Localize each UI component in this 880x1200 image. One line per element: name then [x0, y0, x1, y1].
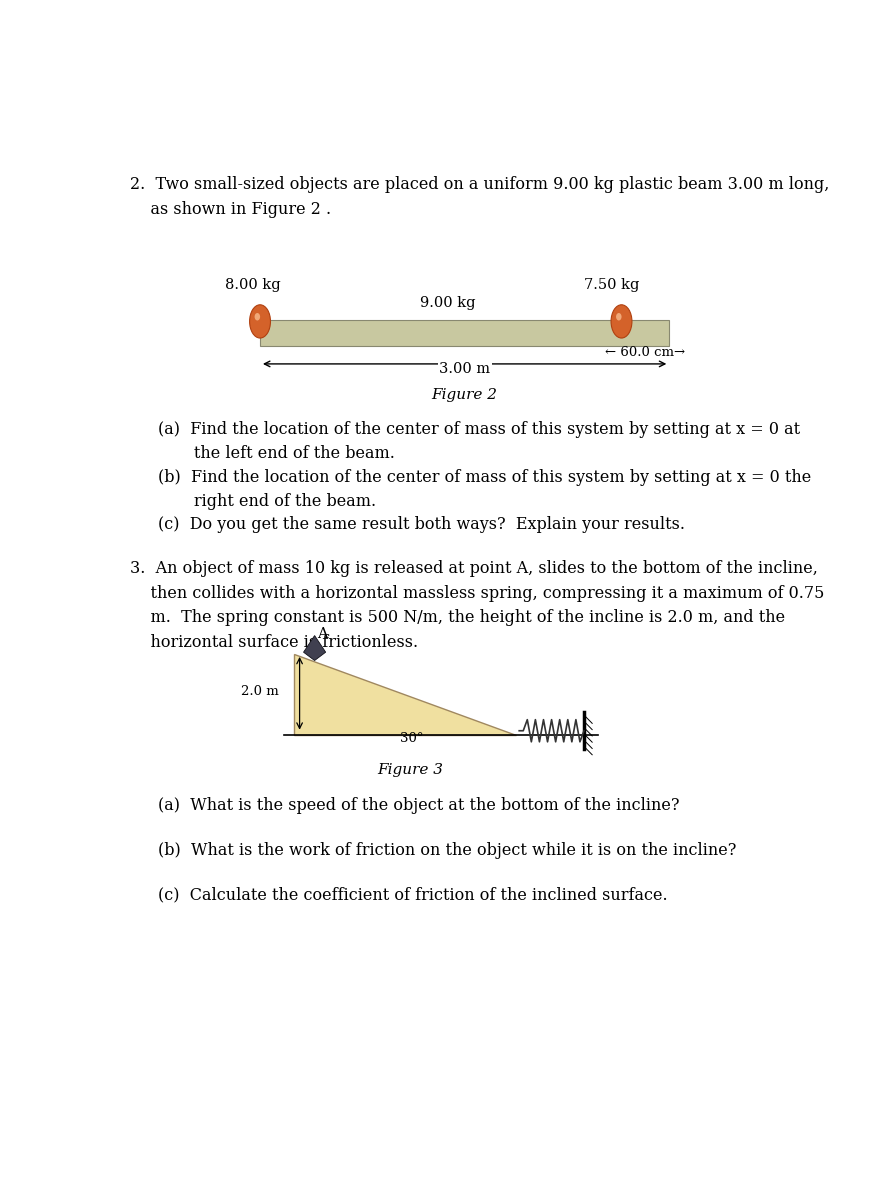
- Text: 7.50 kg: 7.50 kg: [583, 278, 639, 292]
- Text: (c)  Do you get the same result both ways?  Explain your results.: (c) Do you get the same result both ways…: [158, 516, 685, 533]
- Text: Figure 3: Figure 3: [378, 763, 444, 778]
- Ellipse shape: [616, 313, 621, 320]
- Text: 3.  An object of mass 10 kg is released at point A, slides to the bottom of the : 3. An object of mass 10 kg is released a…: [130, 559, 825, 652]
- Polygon shape: [294, 654, 516, 736]
- Text: 2.0 m: 2.0 m: [241, 684, 279, 697]
- Text: (b)  Find the location of the center of mass of this system by setting at x = 0 : (b) Find the location of the center of m…: [158, 469, 811, 510]
- Ellipse shape: [250, 305, 270, 338]
- Text: Figure 2: Figure 2: [432, 388, 498, 402]
- Text: 8.00 kg: 8.00 kg: [225, 278, 281, 292]
- Text: 30°: 30°: [400, 732, 423, 745]
- Text: (a)  Find the location of the center of mass of this system by setting at x = 0 : (a) Find the location of the center of m…: [158, 421, 800, 462]
- Bar: [260, 320, 669, 347]
- Text: 2.  Two small-sized objects are placed on a uniform 9.00 kg plastic beam 3.00 m : 2. Two small-sized objects are placed on…: [130, 176, 830, 218]
- Ellipse shape: [611, 305, 632, 338]
- Text: ← 60.0 cm→: ← 60.0 cm→: [605, 347, 686, 359]
- Text: 3.00 m: 3.00 m: [439, 362, 490, 377]
- Ellipse shape: [254, 313, 260, 320]
- Text: A: A: [318, 628, 328, 641]
- Text: (c)  Calculate the coefficient of friction of the inclined surface.: (c) Calculate the coefficient of frictio…: [158, 886, 667, 902]
- Text: (a)  What is the speed of the object at the bottom of the incline?: (a) What is the speed of the object at t…: [158, 797, 679, 815]
- Polygon shape: [304, 636, 326, 660]
- Text: (b)  What is the work of friction on the object while it is on the incline?: (b) What is the work of friction on the …: [158, 841, 736, 859]
- Text: 9.00 kg: 9.00 kg: [420, 296, 475, 311]
